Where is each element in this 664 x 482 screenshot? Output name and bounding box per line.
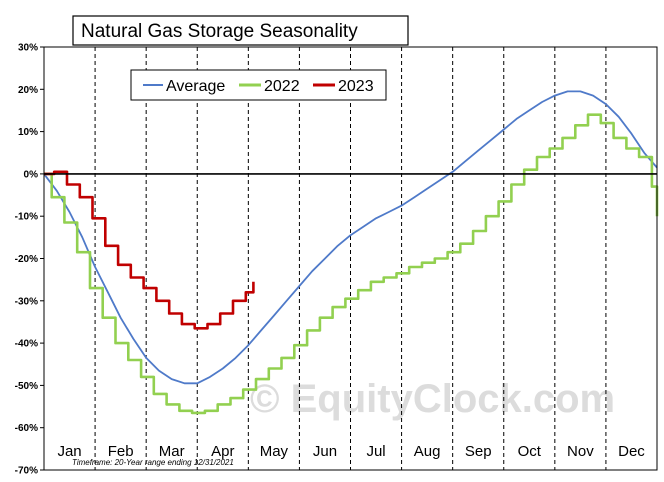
y-tick-label: -60% xyxy=(15,423,38,434)
legend-label-average: Average xyxy=(166,78,225,95)
x-tick-label: Aug xyxy=(414,443,441,460)
y-tick-label: -20% xyxy=(15,254,38,265)
legend-label-2023: 2023 xyxy=(338,78,374,95)
y-tick-label: -10% xyxy=(15,212,38,223)
y-tick-label: 30% xyxy=(18,43,38,54)
x-tick-label: Dec xyxy=(618,443,645,460)
y-tick-label: 20% xyxy=(18,85,38,96)
x-tick-label: May xyxy=(260,443,289,460)
x-tick-label: Jun xyxy=(313,443,337,460)
y-tick-label: 10% xyxy=(18,127,38,138)
x-tick-label: Jul xyxy=(366,443,385,460)
x-tick-label: Nov xyxy=(567,443,594,460)
x-tick-label: Oct xyxy=(518,443,542,460)
x-tick-label: Apr xyxy=(211,443,234,460)
chart-title: Natural Gas Storage Seasonality xyxy=(81,21,358,42)
x-tick-label: Feb xyxy=(108,443,134,460)
y-tick-label: 0% xyxy=(24,169,39,180)
x-tick-label: Sep xyxy=(465,443,492,460)
legend-label-2022: 2022 xyxy=(264,78,300,95)
series-layer xyxy=(43,90,659,415)
series-line-average xyxy=(43,90,658,385)
series-line-2023 xyxy=(44,170,255,330)
axis-layer: 30% 20% 10% 0% -10% -20% -30% -40% -50% -60% -70% J… xyxy=(15,43,658,477)
y-tick-label: -50% xyxy=(15,381,38,392)
series-line-2022 xyxy=(44,113,659,415)
y-tick-label: -40% xyxy=(15,339,38,350)
grid-layer xyxy=(94,47,607,470)
x-tick-label: Mar xyxy=(159,443,185,460)
watermark-text: © EquityClock.com xyxy=(250,377,615,421)
y-tick-label: -70% xyxy=(15,466,38,477)
timeframe-footnote: Timeframe: 20-Year range ending 12/31/20… xyxy=(72,458,234,467)
title-frame xyxy=(72,15,409,46)
legend: Average 2022 2023 xyxy=(130,69,387,101)
y-tick-label: -30% xyxy=(15,296,38,307)
title-box: Natural Gas Storage Seasonality xyxy=(72,15,409,46)
x-tick-label: Jan xyxy=(57,443,81,460)
